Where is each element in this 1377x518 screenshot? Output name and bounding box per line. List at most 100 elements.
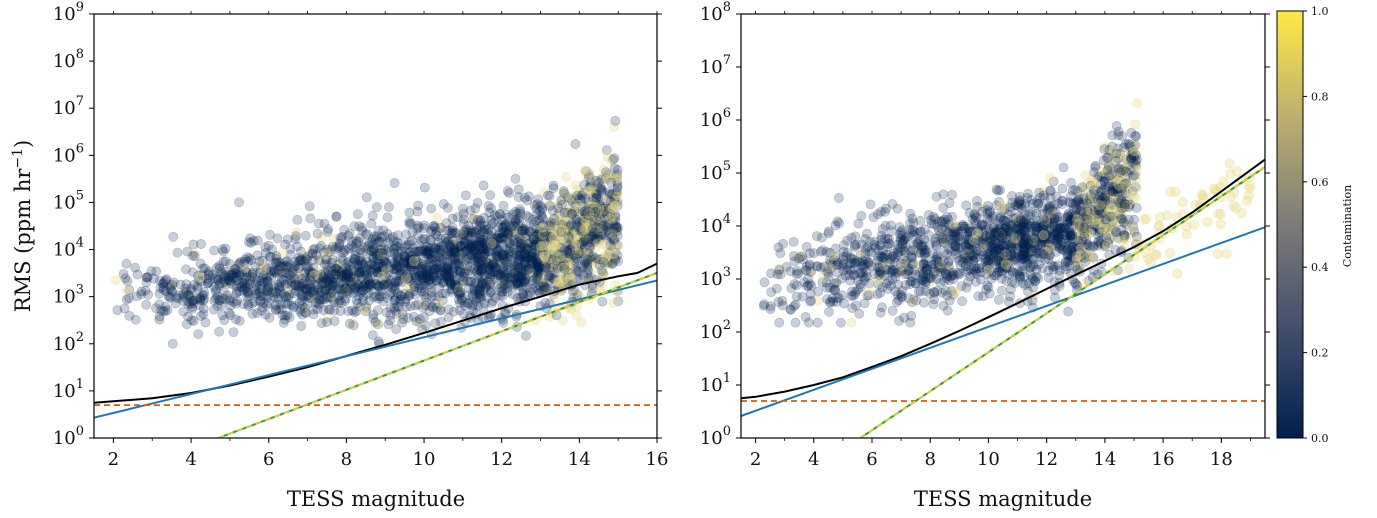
scatter-point [213,292,222,301]
scatter-point [562,235,571,244]
scatter-point [599,240,608,249]
scatter-point [454,259,463,268]
scatter-point [317,319,326,328]
scatter-point [1006,203,1015,212]
scatter-point [524,265,533,274]
scatter-point [1019,218,1028,227]
scatter-point [338,255,347,264]
scatter-point [962,201,971,210]
scatter-point [372,232,381,241]
scatter-point [833,217,842,226]
scatter-point [360,242,369,251]
scatter-point [1050,217,1059,226]
scatter-point [1039,231,1048,240]
scatter-point [1078,183,1087,192]
scatter-point [498,282,507,291]
scatter-point [766,302,775,311]
scatter-point [413,231,422,240]
scatter-point [838,291,847,300]
scatter-point [369,253,378,262]
scatter-point [493,252,502,261]
scatter-point [585,242,594,251]
scatter-point [760,278,769,287]
scatter-point [961,231,970,240]
scatter-point [182,287,191,296]
scatter-point [839,260,848,269]
scatter-point [946,235,955,244]
scatter-point [400,243,409,252]
scatter-point [1121,140,1130,149]
scatter-point [195,273,204,282]
scatter-point [581,194,590,203]
scatter-point [889,251,898,260]
scatter-point [958,258,967,267]
x-tick-label: 2 [750,449,761,470]
x-tick-label: 18 [1210,449,1233,470]
scatter-point [390,178,399,187]
scatter-point [443,203,452,212]
scatter-point [349,288,358,297]
scatter-point [611,116,620,125]
scatter-point [1081,171,1090,180]
scatter-point [847,287,856,296]
scatter-point [231,269,240,278]
scatter-point [921,274,930,283]
scatter-point [333,265,342,274]
scatter-point [562,172,571,181]
scatter-point [1076,244,1085,253]
scatter-point [1121,200,1130,209]
scatter-point [949,220,958,229]
scatter-point [1007,277,1016,286]
scatter-point [199,310,208,319]
scatter-point [1130,147,1139,156]
scatter-point [813,318,822,327]
scatter-point [455,273,464,282]
scatter-point [823,295,832,304]
scatter-point [1245,184,1254,193]
scatter-point [422,270,431,279]
scatter-point [553,277,562,286]
scatter-point [932,274,941,283]
scatter-point [225,276,234,285]
scatter-point [1229,201,1238,210]
scatter-point [524,213,533,222]
left-x-axis-label: TESS magnitude [287,487,465,511]
scatter-point [612,243,621,252]
y-tick-label: 107 [700,53,731,78]
scatter-point [248,309,257,318]
scatter-point [1016,200,1025,209]
scatter-point [1102,240,1111,249]
scatter-point [1117,236,1126,245]
scatter-point [431,243,440,252]
scatter-point [1066,199,1075,208]
scatter-point [255,257,264,266]
scatter-point [301,231,310,240]
scatter-point [893,204,902,213]
scatter-point [470,250,479,259]
x-tick-label: 14 [1093,449,1116,470]
scatter-point [345,277,354,286]
scatter-point [514,193,523,202]
scatter-point [431,319,440,328]
scatter-point [949,271,958,280]
colorbar-tick-label: 0.6 [1311,176,1329,189]
scatter-point [330,317,339,326]
x-tick-label: 6 [866,449,877,470]
colorbar-tick-label: 0.2 [1311,347,1329,360]
scatter-point [234,198,243,207]
scatter-point [597,266,606,275]
scatter-point [1007,191,1016,200]
y-tick-label: 108 [700,0,731,25]
scatter-point [1117,184,1126,193]
scatter-point [890,265,899,274]
colorbar-tick-label: 0.8 [1311,90,1329,103]
scatter-point [611,201,620,210]
scatter-point [843,236,852,245]
scatter-point [1222,249,1231,258]
x-tick-label: 10 [413,449,436,470]
scatter-point [131,315,140,324]
scatter-point [521,274,530,283]
scatter-point [613,227,622,236]
x-tick-label: 8 [924,449,935,470]
